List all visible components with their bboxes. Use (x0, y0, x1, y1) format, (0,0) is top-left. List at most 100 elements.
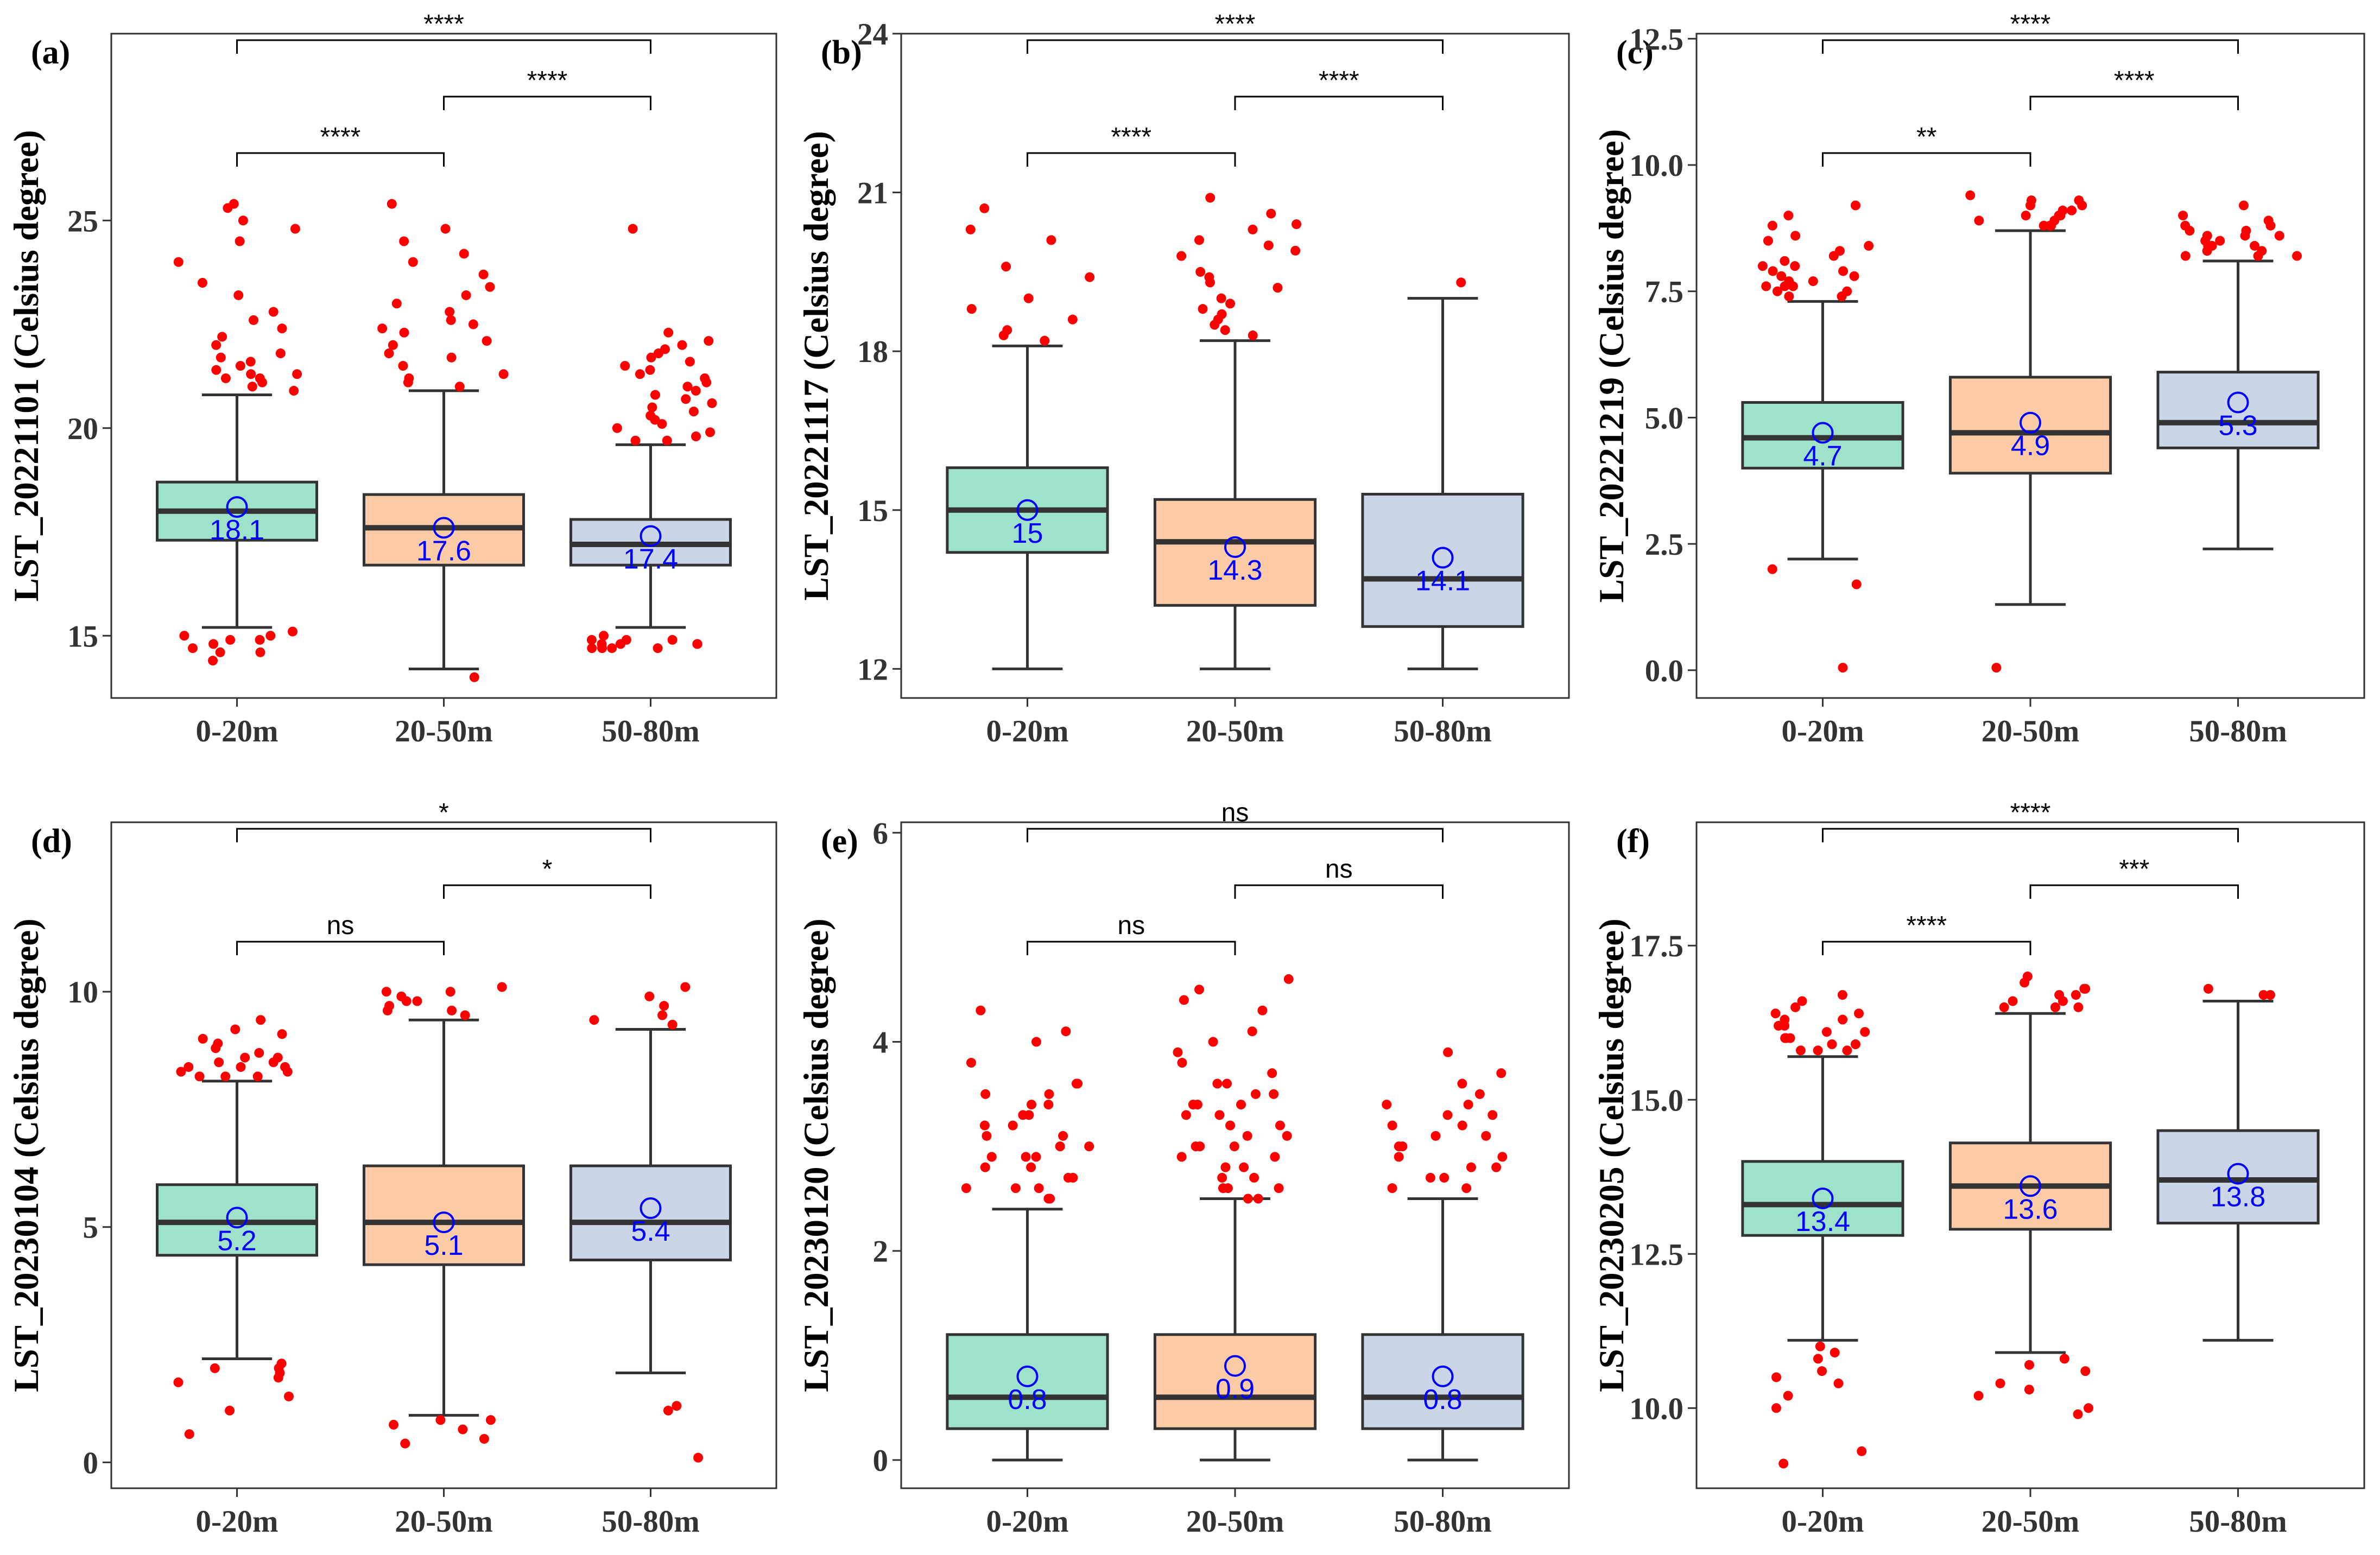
outlier-point (986, 1152, 997, 1162)
outlier-point (1084, 1141, 1094, 1152)
outlier-point (249, 315, 259, 325)
outlier-point (176, 1067, 186, 1077)
outlier-point (1491, 1162, 1502, 1172)
outlier-point (1257, 1005, 1268, 1015)
outlier-point (1497, 1152, 1508, 1162)
outlier-point (2265, 990, 2275, 1000)
outlier-point (1788, 281, 1798, 291)
outlier-point (238, 215, 248, 226)
y-tick-label: 5.0 (1645, 401, 1683, 435)
outlier-point (1194, 235, 1204, 245)
iqr-box (1948, 376, 2112, 475)
outlier-point (1179, 995, 1189, 1005)
outlier-point (1851, 579, 1862, 589)
mean-marker (2020, 1175, 2041, 1197)
outlier-point (216, 352, 226, 363)
outlier-point (1815, 1341, 1825, 1351)
significance-label: *** (2119, 855, 2149, 884)
outlier-point (230, 1024, 240, 1034)
outlier-point (2073, 1002, 2084, 1012)
significance-bracket: **** (443, 66, 651, 110)
outlier-point (2274, 231, 2284, 241)
mean-label: 5.1 (424, 1230, 463, 1261)
outlier-point (1214, 1110, 1225, 1120)
box-50-80m: 14.1 (1361, 277, 1524, 670)
outlier-point (692, 639, 702, 649)
outlier-point (1067, 314, 1078, 325)
outlier-point (283, 1391, 294, 1401)
bracket-line (1026, 828, 1444, 842)
outlier-point (469, 672, 479, 682)
outlier-point (2203, 983, 2213, 994)
outlier-point (1176, 251, 1187, 261)
x-tick-label: 50-80m (2189, 714, 2287, 748)
outlier-point (2050, 1002, 2060, 1012)
outlier-point (1220, 325, 1230, 335)
outlier-point (2202, 231, 2212, 241)
y-axis-label: LST_20230205 (Celsius degree) (1592, 918, 1631, 1392)
outlier-point (1382, 1100, 1392, 1110)
outlier-point (1194, 985, 1205, 995)
box-50-80m: 13.8 (2156, 983, 2320, 1342)
significance-label: **** (423, 10, 464, 39)
outlier-point (1208, 1037, 1218, 1047)
outlier-point (1790, 261, 1800, 271)
outlier-point (704, 336, 714, 346)
y-tick-label: 17.5 (1629, 929, 1683, 963)
outlier-point (2055, 211, 2066, 221)
outlier-point (256, 1015, 266, 1025)
outlier-point (1439, 1172, 1449, 1183)
outlier-point (1443, 1047, 1453, 1057)
outlier-point (1838, 1014, 1848, 1025)
outlier-point (1466, 1162, 1476, 1172)
significance-label: * (439, 798, 449, 827)
outlier-point (980, 1089, 991, 1099)
outlier-point (1790, 231, 1801, 241)
outlier-point (1173, 1047, 1183, 1057)
mean-marker (1016, 499, 1039, 521)
outlier-point (208, 656, 218, 666)
significance-bracket: **** (1821, 10, 2239, 54)
outlier-point (255, 647, 265, 657)
outlier-point (384, 348, 394, 359)
outlier-point (1771, 1403, 1781, 1413)
outlier-point (2046, 220, 2056, 231)
outlier-point (1784, 291, 1794, 302)
outlier-point (384, 1001, 395, 1011)
y-tick-label: 12.5 (1629, 22, 1683, 56)
outlier-point (1761, 281, 1771, 291)
y-tick-label: 2.5 (1645, 528, 1683, 562)
box-20-50m: 4.9 (1948, 190, 2112, 673)
significance-label: ns (1117, 911, 1145, 940)
outlier-point (1270, 1152, 1280, 1162)
outlier-point (233, 290, 244, 300)
mean-marker (1432, 547, 1454, 569)
outlier-point (273, 1373, 283, 1383)
significance-bracket: ns (236, 911, 445, 955)
significance-label: ns (327, 911, 355, 940)
outlier-point (497, 982, 507, 992)
outlier-point (1813, 1045, 1823, 1056)
mean-marker (1812, 422, 1834, 444)
mean-label: 0.8 (1008, 1384, 1047, 1416)
box-20-50m: 14.3 (1153, 193, 1317, 670)
outlier-point (1283, 974, 1294, 984)
x-tick-label: 0-20m (196, 714, 278, 748)
outlier-point (400, 1438, 410, 1449)
outlier-point (1770, 1008, 1781, 1019)
outlier-point (1026, 1100, 1036, 1110)
bracket-line (1821, 941, 2031, 955)
iqr-box (1361, 1333, 1524, 1430)
mean-label: 4.7 (1803, 440, 1842, 472)
iqr-box (1153, 498, 1317, 607)
outlier-point (194, 1071, 205, 1082)
outlier-point (245, 357, 256, 367)
outlier-point (2257, 246, 2267, 256)
outlier-point (1267, 1068, 1277, 1078)
outlier-point (707, 398, 717, 408)
outlier-point (1781, 1033, 1791, 1043)
outlier-point (961, 1183, 971, 1194)
outlier-point (2067, 205, 2077, 215)
outlier-point (387, 199, 397, 209)
y-tick-label: 21 (857, 176, 888, 211)
